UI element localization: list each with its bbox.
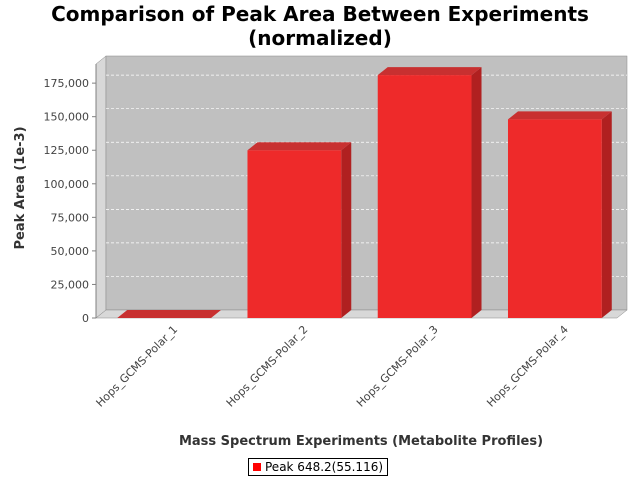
y-tick-label: 125,000 — [44, 144, 90, 157]
bar-top — [377, 67, 482, 76]
x-axis: Hops_GCMS-Polar_1 Hops_GCMS-Polar_2 Hops_G… — [94, 323, 571, 410]
x-axis-label: Mass Spectrum Experiments (Metabolite Pr… — [179, 434, 543, 449]
bar — [247, 150, 342, 318]
bar-side — [471, 67, 482, 318]
y-tick-label: 100,000 — [44, 178, 90, 191]
legend-swatch — [253, 463, 261, 471]
plot-side-wall — [95, 55, 107, 319]
x-tick-label: Hops_GCMS-Polar_3 — [354, 323, 441, 410]
y-tick-label: 25,000 — [51, 278, 90, 291]
y-axis: 0 25,000 50,000 75,000 100,000 125,000 150,000… — [44, 64, 97, 325]
bar — [377, 75, 472, 318]
bar-top — [507, 111, 612, 120]
bar — [507, 119, 602, 318]
chart-title: Comparison of Peak Area Between Experime… — [0, 2, 640, 50]
bar-side — [601, 111, 612, 318]
y-tick-label: 150,000 — [44, 111, 90, 124]
legend-label: Peak 648.2(55.116) — [265, 460, 384, 474]
y-tick-label: 75,000 — [51, 211, 90, 224]
y-tick-label: 175,000 — [44, 77, 90, 90]
bar-side — [341, 142, 352, 318]
x-tick-label: Hops_GCMS-Polar_1 — [94, 323, 181, 410]
legend: Peak 648.2(55.116) — [248, 458, 389, 476]
bar-top — [247, 142, 352, 151]
x-tick-label: Hops_GCMS-Polar_2 — [224, 323, 311, 410]
bar-top — [117, 310, 222, 318]
x-tick-label: Hops_GCMS-Polar_4 — [484, 323, 571, 410]
bars — [117, 67, 612, 318]
y-axis-label: Peak Area (1e-3) — [13, 126, 28, 249]
grid-lines — [106, 74, 627, 277]
chart-title-line-1: Comparison of Peak Area Between Experime… — [51, 2, 589, 26]
chart-title-line-2: (normalized) — [248, 26, 392, 50]
y-tick-label: 0 — [82, 312, 89, 325]
y-tick-label: 50,000 — [51, 245, 90, 258]
